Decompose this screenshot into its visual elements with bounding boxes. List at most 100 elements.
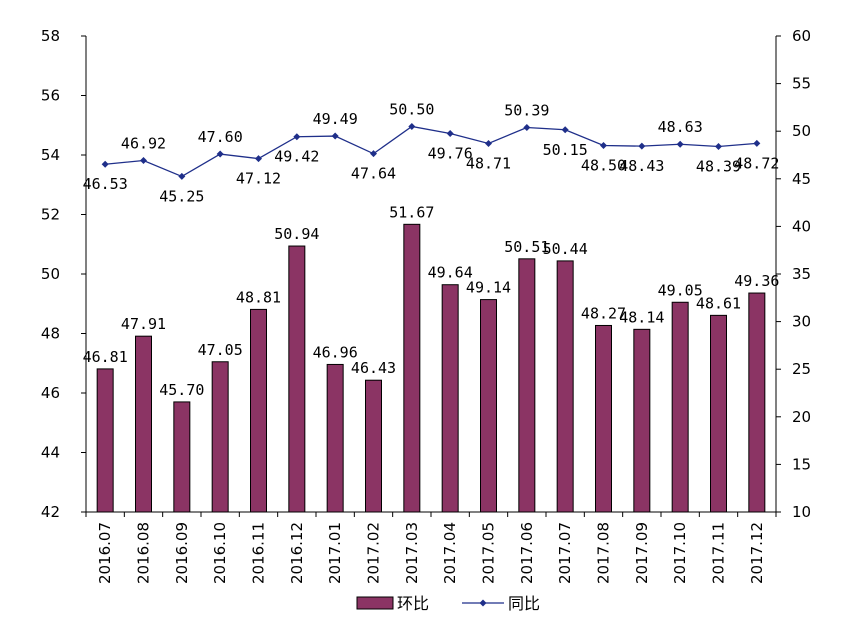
bar-label: 48.14 [619,308,664,326]
legend-label-line: 同比 [508,594,540,613]
bar-label: 50.94 [274,225,319,243]
line-path [105,125,757,178]
right-tick-label: 45 [792,170,811,188]
bar [135,335,152,513]
line-label: 46.92 [121,135,166,153]
bars [96,223,766,513]
bar-label: 49.64 [428,264,473,282]
x-tick-label: 2016.11 [250,522,268,584]
right-tick-label: 50 [792,122,811,140]
axes: 42 44 46 48 50 52 54 56 58 10 15 20 25 30 35 40 45 50 55 60… [41,27,811,584]
right-tick-label: 35 [792,265,811,283]
bar [633,328,651,513]
x-tick-label: 2017.01 [326,522,344,584]
line-label: 47.64 [351,165,396,183]
line-series [101,122,761,180]
left-tick-label: 42 [41,503,60,521]
x-tick-label: 2017.04 [441,522,459,584]
bar [211,361,229,513]
line-label: 48.50 [581,156,626,174]
line-point [753,139,761,147]
line-point [101,160,109,168]
line-label: 49.76 [428,144,473,162]
bar-label: 51.67 [389,203,434,221]
line-point [255,155,262,163]
left-tick-label: 54 [41,146,60,164]
legend-swatch-bar [356,596,394,610]
bar-label: 48.27 [581,304,626,322]
bar-label: 49.05 [658,281,703,299]
line-label: 48.71 [466,154,511,172]
line-label: 46.53 [83,175,128,193]
line-point [446,129,454,137]
x-tick-label: 2017.09 [633,522,651,584]
right-tick-label: 25 [792,360,811,378]
line-point [600,141,607,149]
x-tick-label: 2017.10 [671,522,689,584]
legend-marker [479,599,487,607]
line-label: 50.50 [389,100,434,118]
line-label: 47.60 [198,128,243,146]
line-point [523,123,531,131]
legend-label-bar: 环比 [397,594,429,613]
x-tick-label: 2017.07 [556,522,574,584]
x-tick-label: 2017.02 [365,522,383,584]
left-tick-label: 48 [41,325,60,343]
line-point [331,132,339,140]
bar [671,301,689,513]
bar-label: 46.43 [351,359,396,377]
line-label: 45.25 [159,187,204,205]
line-label: 50.15 [543,141,588,159]
bar [480,299,497,513]
line-point [715,143,722,151]
left-tick-label: 56 [41,87,60,105]
bar [748,292,766,513]
x-tick-label: 2017.06 [518,522,536,584]
bar [288,245,306,513]
line-label: 48.72 [734,154,779,172]
x-tick-label: 2017.11 [710,522,728,584]
x-tick-label: 2016.12 [288,522,306,584]
right-tick-label: 15 [792,455,811,473]
line-point [178,172,186,180]
data-labels: 46.81 47.91 45.70 47.05 48.81 50.94 46.9646.43… [83,100,780,398]
right-tick-label: 20 [792,408,811,426]
x-tick-label: 2017.08 [595,522,613,584]
line-point [676,140,684,148]
legend: 环比 同比 [356,594,540,613]
right-tick-label: 40 [792,217,811,235]
bar [403,223,421,513]
bar-label: 49.36 [734,272,779,290]
bar-label: 50.51 [504,238,549,256]
bar [173,401,191,513]
bar-label: 46.81 [83,348,128,366]
bar [595,324,612,513]
line-point [408,122,416,130]
line-point [140,157,147,165]
line-label: 48.63 [658,118,703,136]
line-point [293,133,301,141]
line-point [638,142,646,150]
line-label: 48.43 [619,157,664,175]
bar-label: 47.91 [121,315,166,333]
x-tick-label: 2016.08 [135,522,153,584]
x-tick-label: 2017.12 [748,522,766,584]
x-tick-label: 2016.10 [211,522,229,584]
x-tick-label: 2017.03 [403,522,421,584]
bar [556,260,574,513]
line-label: 49.49 [313,110,358,128]
bar-label: 45.70 [159,381,204,399]
right-tick-label: 60 [792,27,811,45]
left-tick-label: 46 [41,384,60,402]
bar [250,308,267,513]
left-tick-label: 58 [41,27,60,45]
left-tick-label: 50 [41,265,60,283]
right-tick-label: 10 [792,503,811,521]
bar-label: 48.81 [236,288,281,306]
bar-label: 49.14 [466,279,511,297]
line-label: 48.39 [696,158,741,176]
line-label: 47.12 [236,170,281,188]
left-tick-label: 52 [41,206,60,224]
right-tick-label: 30 [792,313,811,331]
